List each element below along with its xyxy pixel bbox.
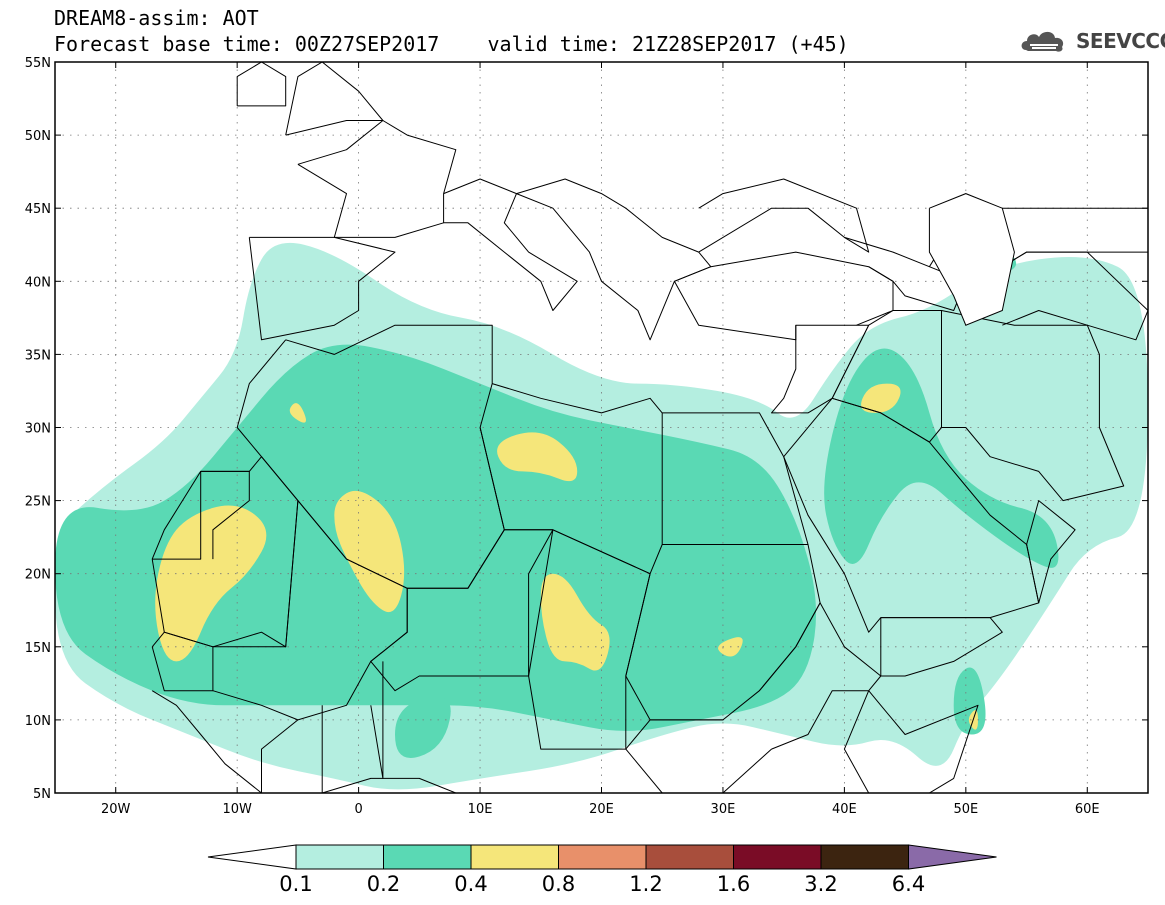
- country-border: [298, 121, 456, 238]
- lat-tick-label: 5N: [33, 787, 51, 802]
- colorbar-bin: [296, 845, 384, 869]
- colorbar-bin: [384, 845, 472, 869]
- country-border: [699, 179, 869, 252]
- lon-tick-label: 10E: [468, 802, 493, 817]
- lat-tick-label: 30N: [25, 422, 51, 437]
- map-plot-area: [55, 62, 1148, 837]
- colorbar-over-arrow: [909, 845, 997, 869]
- colorbar-label: 1.2: [629, 872, 662, 896]
- lat-tick-label: 20N: [25, 568, 51, 583]
- colorbar-bin: [821, 845, 909, 869]
- colorbar-bin: [559, 845, 647, 869]
- lat-tick-label: 50N: [25, 129, 51, 144]
- country-border: [517, 179, 711, 340]
- lon-tick-label: 30E: [711, 802, 736, 817]
- colorbar-under-arrow: [208, 845, 296, 869]
- country-border: [674, 252, 893, 340]
- country-border: [286, 62, 383, 135]
- colorbar-label: 6.4: [892, 872, 925, 896]
- lon-tick-label: 20W: [101, 802, 131, 817]
- lon-tick-label: 10W: [222, 802, 252, 817]
- colorbar-label: 3.2: [804, 872, 837, 896]
- colorbar-label: 0.1: [279, 872, 312, 896]
- lat-tick-label: 15N: [25, 641, 51, 656]
- lon-tick-label: 20E: [589, 802, 614, 817]
- lon-tick-label: 60E: [1075, 802, 1100, 817]
- colorbar-label: 1.6: [717, 872, 750, 896]
- colorbar-bin: [734, 845, 822, 869]
- colorbar-label: 0.4: [454, 872, 487, 896]
- country-border: [444, 179, 578, 311]
- colorbar-label: 0.2: [367, 872, 400, 896]
- lon-tick-label: 50E: [953, 802, 978, 817]
- colorbar-bin: [471, 845, 559, 869]
- country-border: [237, 62, 286, 106]
- colorbar-bin: [646, 845, 734, 869]
- lat-tick-label: 45N: [25, 202, 51, 217]
- lat-tick-label: 35N: [25, 348, 51, 363]
- lon-tick-label: 40E: [832, 802, 857, 817]
- colorbar-legend: 0.1 0.2 0.4 0.8 1.2 1.6 3.2 6.4: [208, 845, 997, 896]
- lat-tick-label: 55N: [25, 56, 51, 71]
- colorbar-label: 0.8: [542, 872, 575, 896]
- lat-tick-label: 25N: [25, 495, 51, 510]
- lat-tick-label: 40N: [25, 275, 51, 290]
- lat-tick-label: 10N: [25, 714, 51, 729]
- lon-tick-label: 0: [354, 802, 362, 817]
